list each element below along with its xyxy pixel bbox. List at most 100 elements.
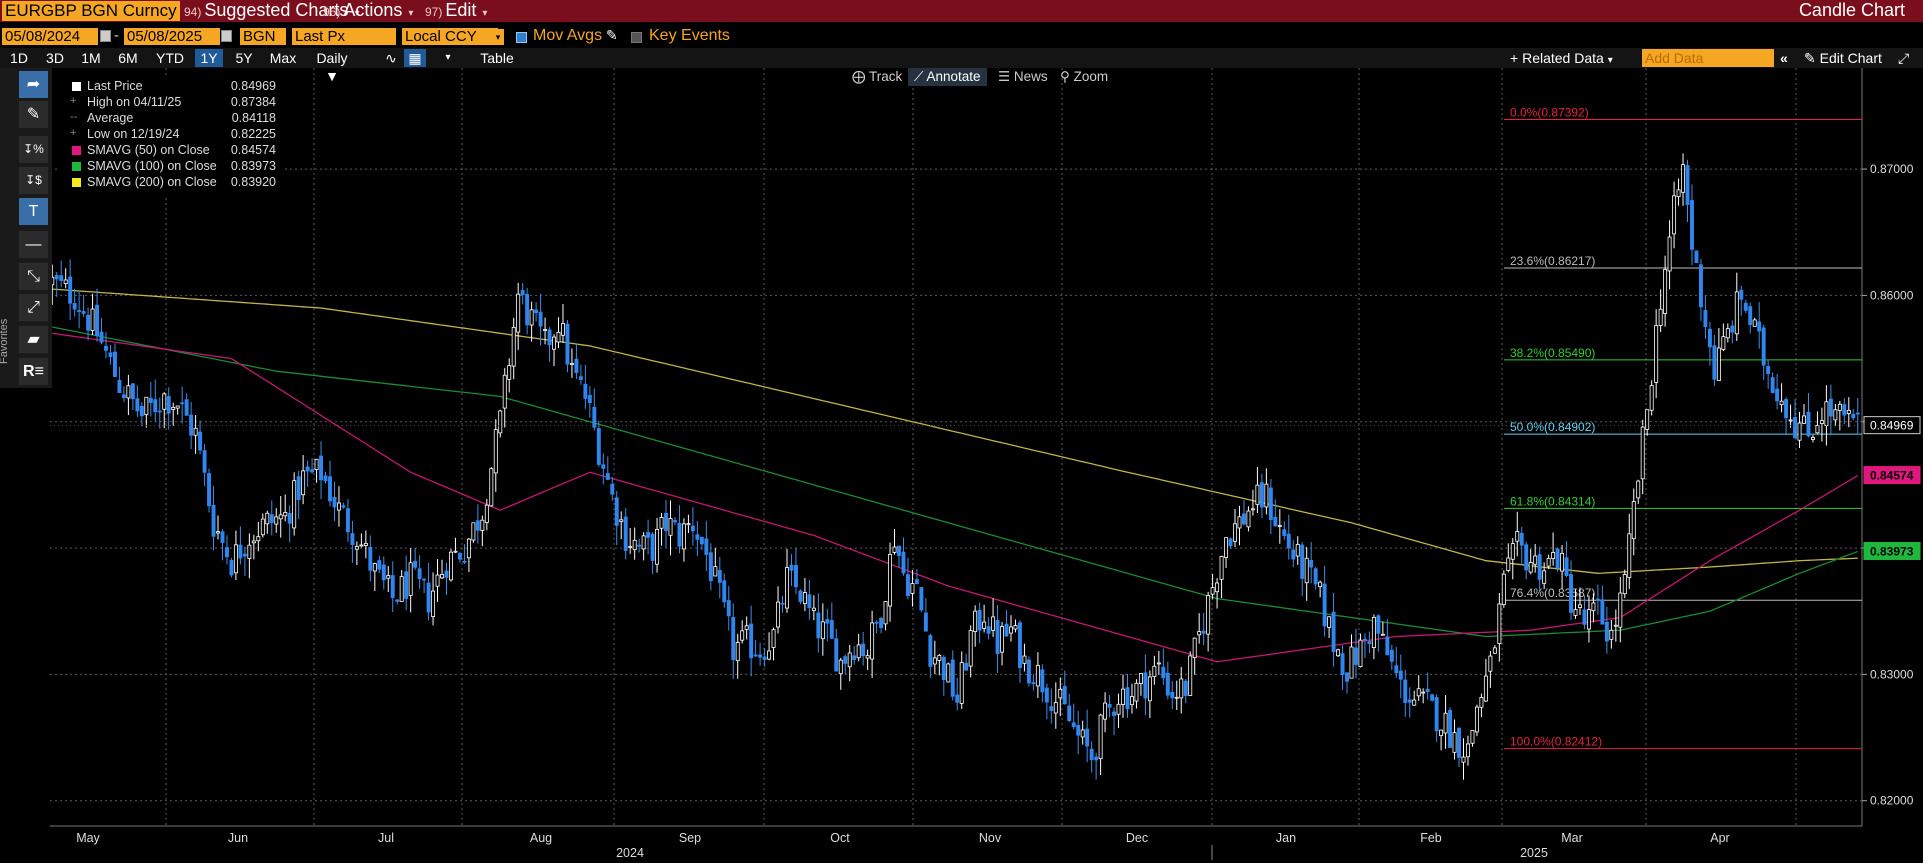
zoom-button[interactable]: ⚲ Zoom (1054, 68, 1114, 86)
news-button[interactable]: ☰ News (992, 68, 1054, 86)
range-6m[interactable]: 6M (118, 50, 138, 66)
key-events-label[interactable]: Key Events (649, 27, 730, 44)
horizontal-line-icon[interactable]: — (19, 231, 48, 258)
line-chart-icon[interactable]: ∿ (385, 50, 397, 66)
candle-body (1398, 670, 1403, 680)
date-separator: - (114, 27, 119, 44)
candle-body (1425, 688, 1430, 692)
candle-body (180, 402, 185, 405)
candle-body (1466, 743, 1470, 758)
retracement-icon[interactable]: R≡ (19, 358, 48, 385)
annotate-button[interactable]: ⟋ Annotate (908, 68, 987, 86)
related-data-button[interactable]: + Related Data ▾ (1510, 50, 1613, 66)
candle (1492, 645, 1497, 654)
favorites-label[interactable]: Favorites (0, 318, 10, 364)
mov-avgs-label[interactable]: Mov Avgs (533, 27, 603, 44)
legend-row-average[interactable]: -- Average 0.84118 (58, 111, 284, 127)
candle (923, 598, 928, 632)
candle-body (1313, 568, 1318, 585)
candle-body (731, 617, 736, 661)
candle (90, 293, 95, 336)
collapse-icon[interactable]: « (1780, 50, 1788, 66)
candle-body (1170, 691, 1175, 699)
candle-chart-icon[interactable]: ▦ (404, 49, 426, 67)
candle-body (1833, 409, 1838, 421)
candle-body (1609, 629, 1614, 640)
period-select[interactable]: Daily ▼ (308, 49, 356, 84)
ray-icon[interactable]: ⤢ (19, 294, 48, 321)
candle (1219, 555, 1224, 599)
candle-body (543, 329, 548, 331)
candle (233, 530, 238, 580)
candle-body (1690, 200, 1694, 250)
ticker-field[interactable]: EURGBP BGN Curncy (2, 1, 180, 21)
resize-icon[interactable]: ⤢ (1898, 50, 1910, 66)
candle-body (1649, 385, 1654, 411)
channel-icon[interactable]: ▰ (19, 326, 48, 353)
candle (283, 494, 288, 522)
suggested-charts-menu[interactable]: 94) Suggested Charts ▾ (184, 0, 359, 22)
edit-menu[interactable]: 97) Edit ▾ (425, 0, 487, 22)
pointer-icon[interactable]: ➦ (19, 71, 48, 98)
candle-body (1358, 639, 1363, 668)
candle (171, 402, 176, 426)
field-selector[interactable]: Last Px (292, 28, 396, 45)
candle-body (681, 523, 686, 550)
dollar-tool-icon[interactable]: ↧$ (19, 167, 48, 194)
pencil-icon[interactable]: ✎ (606, 27, 618, 43)
edit-chart-button[interactable]: ✎ Edit Chart (1804, 49, 1882, 67)
range-ytd[interactable]: YTD (156, 50, 184, 66)
candle-body (1403, 679, 1408, 703)
start-date-input[interactable]: 05/08/2024 (2, 28, 98, 45)
actions-menu[interactable]: 96) Actions ▾ (323, 0, 413, 22)
candle (1452, 719, 1457, 760)
range-1y[interactable]: 1Y (195, 49, 223, 67)
range-max[interactable]: Max (269, 50, 297, 66)
candle-body (1192, 637, 1197, 659)
range-3d[interactable]: 3D (46, 50, 64, 66)
candle-body (632, 539, 637, 551)
legend-row-last-price[interactable]: Last Price 0.84969 (58, 79, 284, 95)
table-button[interactable]: Table (480, 50, 514, 66)
range-1d[interactable]: 1D (10, 50, 28, 66)
range-5y[interactable]: 5Y (235, 50, 253, 66)
legend-row-low[interactable]: + Low on 12/19/24 0.82225 (58, 127, 284, 143)
chevron-down-icon[interactable]: ▾ (445, 52, 451, 63)
candle-body (798, 590, 803, 602)
legend-row-sma200[interactable]: SMAVG (200) on Close 0.83920 (58, 175, 284, 191)
pen-icon[interactable]: ✎ (19, 101, 48, 128)
candle (968, 625, 973, 678)
track-button[interactable]: ⨁ Track (846, 68, 908, 86)
candle-body (1452, 732, 1457, 753)
candle (583, 364, 588, 409)
candle-body (834, 638, 839, 672)
currency-select[interactable]: Local CCY (402, 28, 498, 45)
text-tool-icon[interactable]: T (19, 198, 48, 225)
candle (1076, 711, 1081, 755)
candle-body (1116, 703, 1121, 715)
candle (1098, 713, 1103, 776)
candle-body (296, 476, 301, 501)
candle (1121, 674, 1125, 718)
candle (767, 632, 772, 661)
candle-body (789, 564, 794, 571)
percent-tool-icon[interactable]: ↧% (19, 136, 48, 163)
calendar-icon[interactable] (221, 30, 232, 42)
candle (914, 569, 919, 585)
key-events-checkbox[interactable] (631, 32, 642, 43)
chevron-down-icon[interactable]: ▾ (492, 29, 504, 45)
add-data-input[interactable]: Add Data (1642, 49, 1774, 67)
candle-body (1228, 538, 1233, 547)
mov-avgs-checkbox[interactable] (516, 32, 527, 43)
calendar-icon[interactable] (100, 30, 111, 42)
candle-body (287, 512, 292, 524)
zoom-icon: ⚲ (1060, 69, 1070, 84)
legend-row-high[interactable]: + High on 04/11/25 0.87384 (58, 95, 284, 111)
end-date-input[interactable]: 05/08/2025 (124, 28, 220, 45)
range-1m[interactable]: 1M (81, 50, 101, 66)
legend-row-sma50[interactable]: SMAVG (50) on Close 0.84574 (58, 143, 284, 159)
source-field[interactable]: BGN (240, 28, 286, 45)
legend-row-sma100[interactable]: SMAVG (100) on Close 0.83973 (58, 159, 284, 175)
trendline-icon[interactable]: ⤡ (19, 263, 48, 290)
